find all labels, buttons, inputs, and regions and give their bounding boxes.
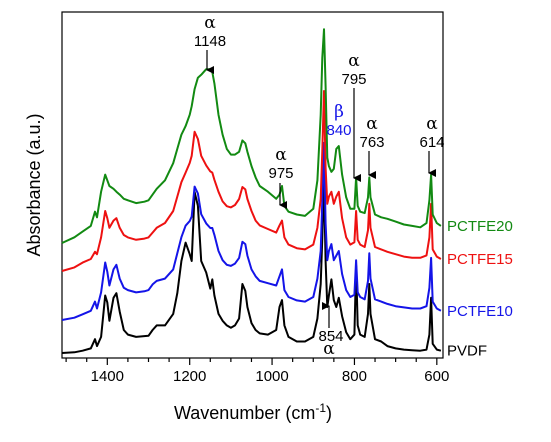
peak-label-1148: 1148: [194, 33, 226, 50]
series-labels: PVDF PCTFE10 PCTFE15 PCTFE20: [447, 218, 513, 360]
peak-symbol-975: α: [275, 145, 287, 165]
peak-symbol-854: α: [323, 339, 335, 359]
x-axis: 1400 1200 1000 800 600: [65, 358, 449, 385]
x-tick-label: 600: [424, 368, 449, 385]
series-line-pvdf: [61, 179, 442, 354]
series-label-pctfe10: PCTFE10: [447, 303, 513, 320]
spectra-traces: [61, 28, 442, 354]
series-label-pctfe15: PCTFE15: [447, 251, 513, 268]
x-axis-title: Wavenumber (cm-1): [174, 401, 332, 423]
x-tick-label: 800: [342, 368, 367, 385]
peak-label-614: 614: [419, 134, 444, 151]
peak-label-795: 795: [341, 71, 366, 88]
series-label-pctfe20: PCTFE20: [447, 218, 513, 235]
peak-label-763: 763: [359, 134, 384, 151]
peak-symbol-795: α: [348, 51, 360, 71]
series-line-pctfe20: [61, 28, 442, 244]
x-tick-label: 1000: [255, 368, 288, 385]
peak-symbol-763: α: [366, 114, 378, 134]
series-line-pctfe10: [61, 141, 442, 321]
peak-symbol-1148: α: [204, 13, 216, 33]
plot-frame: [61, 11, 444, 359]
peak-label-975: 975: [268, 165, 293, 182]
x-tick-label: 1200: [173, 368, 206, 385]
y-axis-title: Absorbance (a.u.): [24, 113, 44, 256]
series-line-pctfe15: [61, 90, 442, 272]
peak-label-840: 840: [326, 122, 351, 139]
peak-symbol-614: α: [426, 114, 438, 134]
peak-label-854: 854: [318, 328, 343, 345]
peak-symbol-840: β: [334, 102, 344, 122]
series-label-pvdf: PVDF: [447, 343, 487, 360]
x-tick-label: 1400: [91, 368, 124, 385]
